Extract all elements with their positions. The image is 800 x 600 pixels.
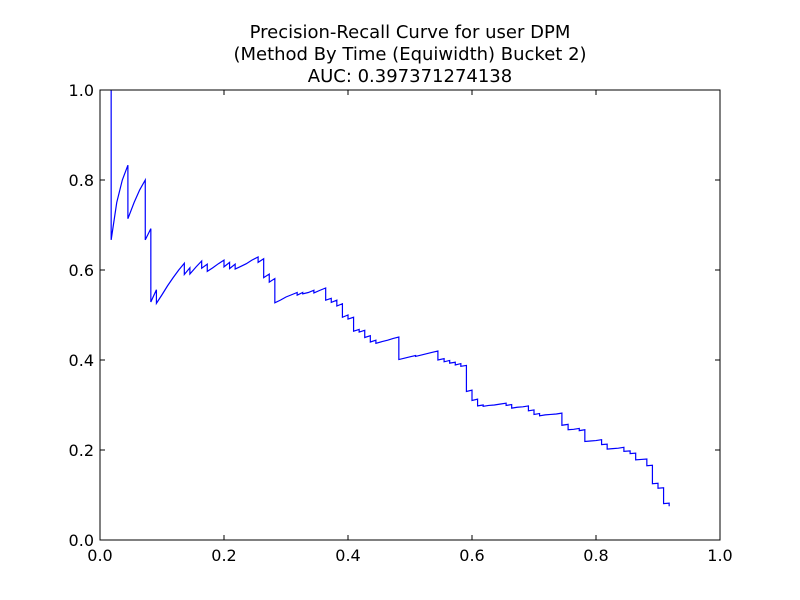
y-tick-label-3: 0.6 <box>69 261 94 280</box>
x-tick-label-3: 0.6 <box>459 546 484 565</box>
chart-title-line-1: Precision-Recall Curve for user DPM <box>250 22 571 43</box>
chart-title-line-2: (Method By Time (Equiwidth) Bucket 2) <box>233 44 586 65</box>
y-tick-label-5: 1.0 <box>69 81 94 100</box>
chart-title-line-3: AUC: 0.397371274138 <box>308 66 512 87</box>
y-tick-label-1: 0.2 <box>69 441 94 460</box>
x-tick-label-5: 1.0 <box>707 546 732 565</box>
axis-ticks <box>99 89 721 541</box>
series-layer <box>110 90 670 507</box>
axis-tick-labels: 0.0 0.2 0.4 0.6 0.8 1.0 0.0 0.2 0.4 0.6 0.8 1.0 <box>69 81 733 565</box>
y-tick-label-0: 0.0 <box>69 531 94 550</box>
x-tick-label-4: 0.8 <box>583 546 608 565</box>
x-tick-label-1: 0.2 <box>211 546 236 565</box>
x-tick-label-0: 0.0 <box>87 546 112 565</box>
y-tick-label-4: 0.8 <box>69 171 94 190</box>
series-line-0 <box>110 90 670 507</box>
plot-frame <box>99 89 721 541</box>
x-tick-label-2: 0.4 <box>335 546 360 565</box>
y-tick-label-2: 0.4 <box>69 351 94 370</box>
chart-title: Precision-Recall Curve for user DPM (Met… <box>233 22 586 87</box>
